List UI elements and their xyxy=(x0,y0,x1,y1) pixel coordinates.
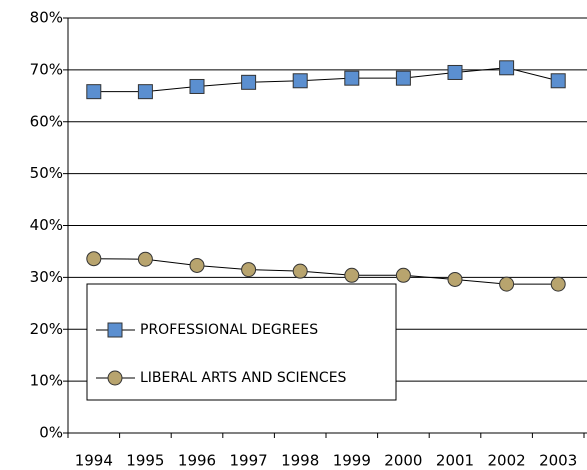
legend-marker xyxy=(107,370,123,386)
x-tick-label: 2003 xyxy=(539,452,577,470)
legend-label: LIBERAL ARTS AND SCIENCES xyxy=(140,370,347,386)
y-tick-label: 20% xyxy=(30,320,63,338)
marker xyxy=(189,257,205,273)
x-tick-label: 1999 xyxy=(333,452,371,470)
x-tick-label: 1995 xyxy=(126,452,164,470)
marker xyxy=(395,70,411,86)
legend-marker xyxy=(107,322,123,338)
legend xyxy=(86,283,397,401)
x-tick-label: 2000 xyxy=(384,452,422,470)
marker xyxy=(395,267,411,283)
marker xyxy=(499,60,515,76)
marker xyxy=(447,271,463,287)
y-tick-label: 70% xyxy=(30,60,63,78)
series-line xyxy=(93,258,559,285)
legend-label: PROFESSIONAL DEGREES xyxy=(140,322,318,338)
series-line xyxy=(93,67,559,93)
x-tick-label: 1997 xyxy=(230,452,268,470)
marker xyxy=(550,73,566,89)
x-tick-label: 1994 xyxy=(75,452,113,470)
marker xyxy=(137,251,153,267)
x-tick-label: 2001 xyxy=(436,452,474,470)
y-tick-label: 50% xyxy=(30,164,63,182)
marker xyxy=(344,267,360,283)
y-tick-label: 40% xyxy=(30,216,63,234)
marker xyxy=(344,70,360,86)
y-tick-label: 30% xyxy=(30,268,63,286)
x-tick-label: 2002 xyxy=(488,452,526,470)
y-tick-label: 0% xyxy=(39,424,63,442)
y-tick-label: 80% xyxy=(30,9,63,27)
marker xyxy=(241,74,257,90)
y-tick-label: 10% xyxy=(30,372,63,390)
marker xyxy=(137,84,153,100)
marker xyxy=(86,84,102,100)
marker xyxy=(292,263,308,279)
marker xyxy=(189,78,205,94)
x-tick-label: 1998 xyxy=(281,452,319,470)
marker xyxy=(447,64,463,80)
marker xyxy=(292,73,308,89)
y-tick-label: 60% xyxy=(30,112,63,130)
marker xyxy=(550,276,566,292)
marker xyxy=(499,276,515,292)
x-tick-label: 1996 xyxy=(178,452,216,470)
marker xyxy=(86,251,102,267)
marker xyxy=(241,262,257,278)
